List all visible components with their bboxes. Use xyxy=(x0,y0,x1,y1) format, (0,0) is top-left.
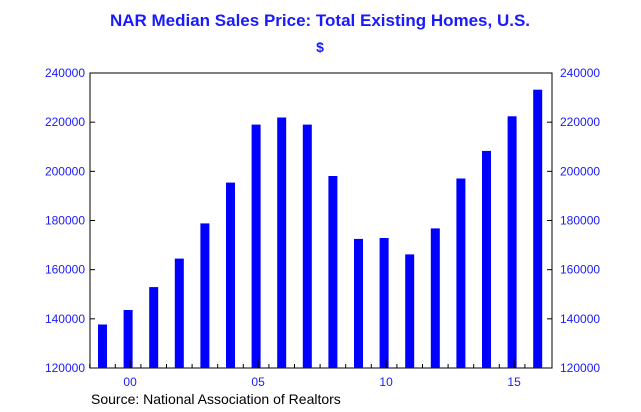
x-tick-label: 00 xyxy=(123,375,137,389)
right-y-axis: 120000 140000 160000 180000 200000 220000 2400… xyxy=(547,66,600,375)
bar-2002 xyxy=(174,258,184,368)
source-note: Source: National Association of Realtors xyxy=(91,391,341,407)
bar-2005 xyxy=(251,124,261,368)
left-y-tick-label: 220000 xyxy=(45,115,85,129)
right-y-tick-label: 140000 xyxy=(560,312,600,326)
x-tick-label: 15 xyxy=(507,375,521,389)
right-y-tick-label: 240000 xyxy=(560,66,600,80)
bar-2006 xyxy=(277,117,287,368)
right-y-tick-label: 160000 xyxy=(560,263,600,277)
bar-2007 xyxy=(302,124,312,368)
left-y-tick-label: 120000 xyxy=(45,361,85,375)
left-y-axis: 120000 140000 160000 180000 200000 220000 2400… xyxy=(45,66,95,375)
bar-2004 xyxy=(226,182,235,368)
right-y-tick-label: 220000 xyxy=(560,115,600,129)
bar-2016 xyxy=(533,89,543,368)
left-y-tick-label: 160000 xyxy=(45,263,85,277)
bar-2003 xyxy=(200,223,210,368)
right-y-tick-label: 200000 xyxy=(560,164,600,178)
left-y-tick-label: 240000 xyxy=(45,66,85,80)
chart-subtitle: $ xyxy=(316,39,324,55)
bar-series xyxy=(98,89,543,368)
x-tick-label: 05 xyxy=(251,375,265,389)
bar-1999 xyxy=(98,324,107,368)
bar-2012 xyxy=(430,228,440,368)
bar-2010 xyxy=(379,238,389,368)
bar-2000 xyxy=(123,310,133,368)
chart-title: NAR Median Sales Price: Total Existing H… xyxy=(110,11,530,30)
right-y-tick-label: 180000 xyxy=(560,214,600,228)
bar-2001 xyxy=(149,287,159,368)
bar-2009 xyxy=(354,238,363,368)
left-y-tick-label: 180000 xyxy=(45,214,85,228)
bar-2015 xyxy=(507,116,517,368)
left-y-tick-label: 140000 xyxy=(45,312,85,326)
bar-2014 xyxy=(482,150,491,368)
bar-2013 xyxy=(456,178,466,368)
right-y-tick-label: 120000 xyxy=(560,361,600,375)
left-y-tick-label: 200000 xyxy=(45,164,85,178)
x-tick-label: 10 xyxy=(379,375,393,389)
x-axis: 00 05 10 15 xyxy=(89,360,526,389)
bar-2008 xyxy=(328,176,338,368)
bar-2011 xyxy=(405,254,415,368)
